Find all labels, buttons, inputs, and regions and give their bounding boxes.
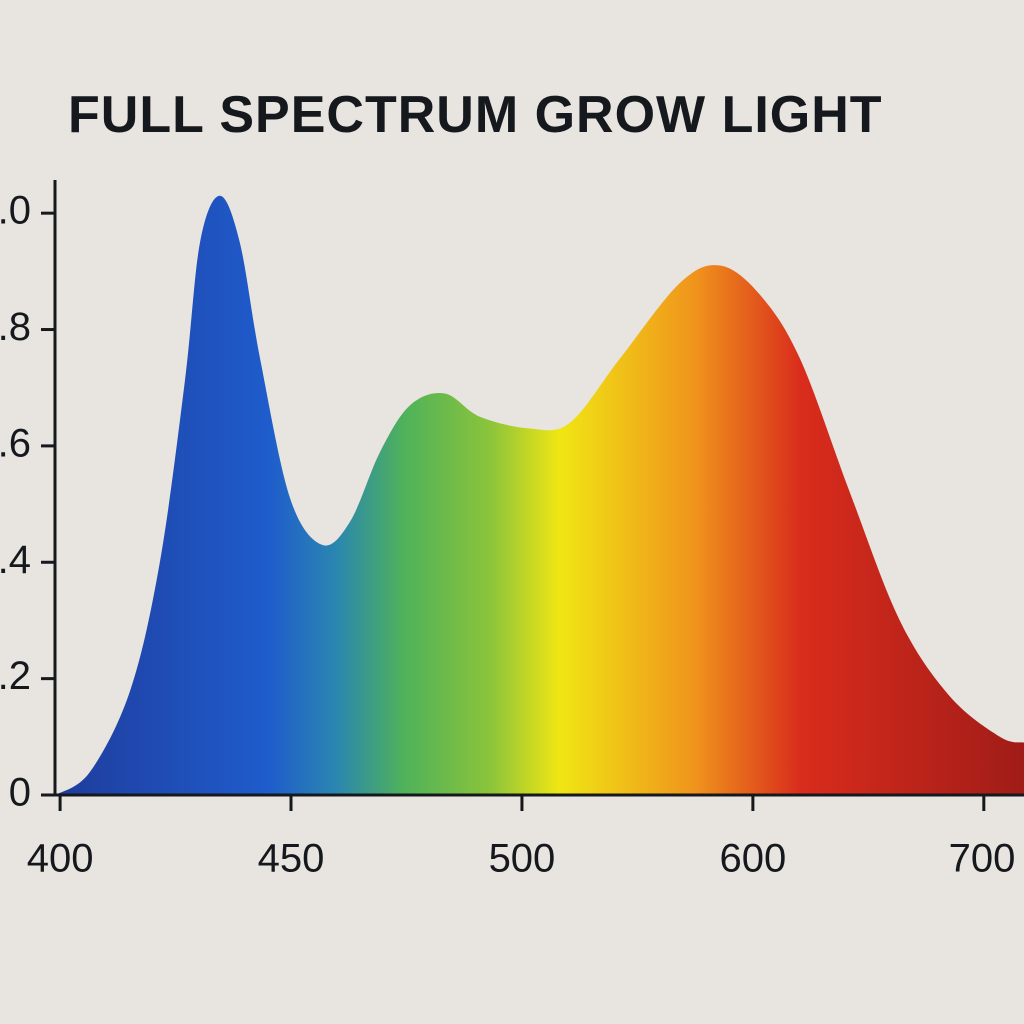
y-tick-label: 1.0 xyxy=(0,189,31,233)
y-tick-label: 0 xyxy=(9,771,31,815)
spectrum-area xyxy=(55,195,1024,795)
x-tick-label: 450 xyxy=(258,837,325,881)
x-tick-label: 400 xyxy=(27,837,94,881)
chart-title: FULL SPECTRUM GROW LIGHT xyxy=(68,86,883,144)
y-tick-label: 0.2 xyxy=(0,654,31,698)
x-tick-label: 700 xyxy=(949,837,1016,881)
x-tick-label: 600 xyxy=(720,837,787,881)
x-tick-label: 500 xyxy=(489,837,556,881)
y-tick-label: 0.8 xyxy=(0,305,31,349)
y-tick-label: 0.6 xyxy=(0,421,31,465)
y-tick-label: 0.4 xyxy=(0,538,31,582)
